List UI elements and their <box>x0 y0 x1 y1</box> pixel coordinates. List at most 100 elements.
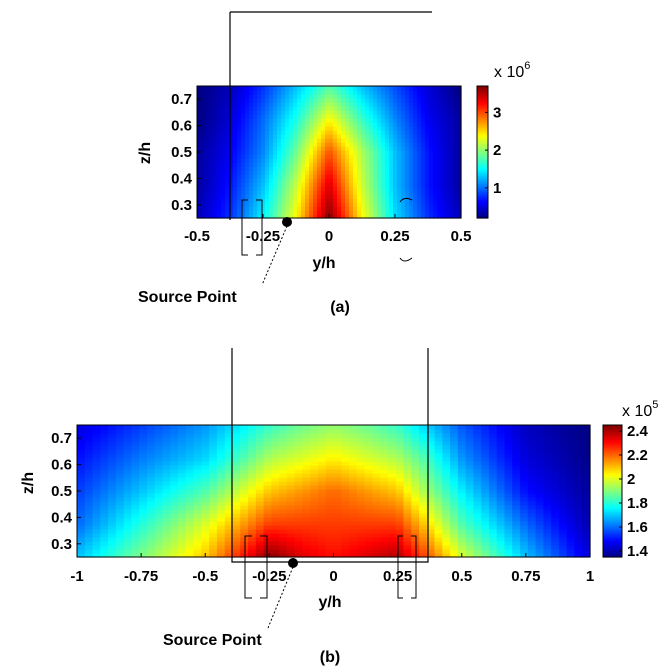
panel-b-caption: (b) <box>320 649 340 666</box>
heatmap-cell <box>433 186 438 191</box>
heatmap-cell <box>286 481 296 486</box>
heatmap-cell <box>365 186 370 191</box>
heatmap-cell <box>273 174 278 179</box>
heatmap-cell <box>249 110 254 115</box>
heatmap-cell <box>273 162 278 167</box>
heatmap-cell <box>429 190 434 195</box>
heatmap-cell <box>253 114 258 119</box>
heatmap-cell <box>197 194 202 199</box>
heatmap-cell <box>551 461 560 466</box>
heatmap-cell <box>294 469 304 474</box>
heatmap-cell <box>445 202 450 207</box>
heatmap-cell <box>401 94 406 99</box>
heatmap-cell <box>409 102 414 107</box>
heatmap-cell <box>240 437 249 442</box>
heatmap-cell <box>100 429 109 434</box>
heatmap-cell <box>421 150 426 155</box>
heatmap-cell <box>397 106 402 111</box>
heatmap-cell <box>245 126 250 131</box>
heatmap-cell <box>417 194 422 199</box>
heatmap-cell <box>417 94 422 99</box>
heatmap-cell <box>313 102 318 107</box>
heatmap-cell <box>345 98 350 103</box>
heatmap-cell <box>154 549 164 554</box>
heatmap-cell <box>445 146 450 151</box>
heatmap-cell <box>325 98 330 103</box>
heatmap-cell <box>488 541 498 546</box>
heatmap-cell <box>224 497 234 502</box>
heatmap-cell <box>321 134 326 139</box>
heatmap-cell <box>543 521 552 526</box>
heatmap-cell <box>273 150 278 155</box>
heatmap-cell <box>341 485 350 490</box>
heatmap-cell <box>527 529 537 534</box>
heatmap-cell <box>558 461 568 466</box>
heatmap-cell <box>333 198 338 203</box>
heatmap-cell <box>389 106 394 111</box>
heatmap-cell <box>317 118 322 123</box>
heatmap-cell <box>237 86 242 91</box>
heatmap-cell <box>154 541 164 546</box>
heatmap-cell <box>313 198 318 203</box>
heatmap-cell <box>401 86 406 91</box>
heatmap-cell <box>263 513 272 518</box>
heatmap-cell <box>178 493 187 498</box>
heatmap-cell <box>216 505 226 510</box>
panel-b-overlay <box>231 348 429 629</box>
heatmap-cell <box>496 521 506 526</box>
heatmap-cell <box>255 425 265 430</box>
heatmap-cell <box>449 146 454 151</box>
heatmap-cell <box>229 162 234 167</box>
heatmap-cell <box>209 457 218 462</box>
heatmap-cell <box>496 509 506 514</box>
heatmap-cell <box>481 549 490 554</box>
heatmap-cell <box>473 541 482 546</box>
heatmap-cell <box>257 154 262 159</box>
heatmap-cell <box>409 90 414 95</box>
heatmap-cell <box>558 477 568 482</box>
heatmap-cell <box>387 425 397 430</box>
heatmap-cell <box>245 174 250 179</box>
heatmap-cell <box>337 118 342 123</box>
heatmap-cell <box>232 469 241 474</box>
heatmap-cell <box>337 94 342 99</box>
heatmap-cell <box>100 489 109 494</box>
heatmap-cell <box>380 433 389 438</box>
heatmap-cell <box>364 457 373 462</box>
heatmap-cell <box>100 517 109 522</box>
heatmap-cell <box>253 130 258 135</box>
heatmap-cell <box>249 122 254 127</box>
heatmap-cell <box>421 158 426 163</box>
heatmap-cell <box>193 453 202 458</box>
heatmap-cell <box>178 465 187 470</box>
heatmap-cell <box>178 513 187 518</box>
heatmap-cell <box>286 501 296 506</box>
heatmap-cell <box>123 477 133 482</box>
heatmap-cell <box>558 473 568 478</box>
heatmap-cell <box>465 477 475 482</box>
heatmap-cell <box>281 134 286 139</box>
heatmap-cell <box>257 106 262 111</box>
heatmap-cell <box>277 86 282 91</box>
heatmap-cell <box>437 162 442 167</box>
heatmap-cell <box>213 162 218 167</box>
heatmap-cell <box>229 102 234 107</box>
heatmap-cell <box>395 501 405 506</box>
heatmap-cell <box>419 517 428 522</box>
heatmap-cell <box>277 190 282 195</box>
heatmap-cell <box>465 485 475 490</box>
heatmap-cell <box>387 489 397 494</box>
heatmap-cell <box>365 182 370 187</box>
heatmap-cell <box>225 194 230 199</box>
heatmap-cell <box>393 110 398 115</box>
heatmap-cell <box>364 433 373 438</box>
heatmap-cell <box>504 445 513 450</box>
heatmap-cell <box>411 425 420 430</box>
heatmap-cell <box>310 545 319 550</box>
heatmap-cell <box>457 138 462 143</box>
heatmap-cell <box>433 190 438 195</box>
heatmap-cell <box>139 533 148 538</box>
heatmap-cell <box>385 86 390 91</box>
heatmap-cell <box>178 445 187 450</box>
heatmap-cell <box>481 445 490 450</box>
